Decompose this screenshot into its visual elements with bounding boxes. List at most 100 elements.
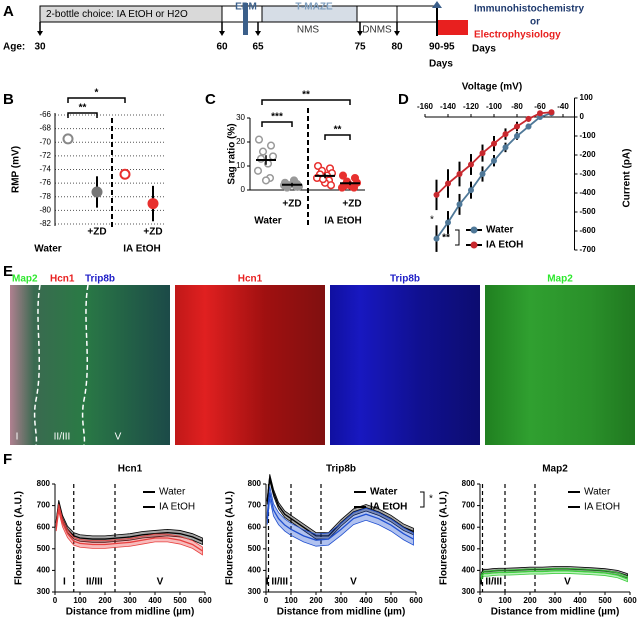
data-point: [445, 180, 451, 187]
data-point: [256, 154, 266, 163]
y-tick-label: -68: [39, 124, 51, 133]
series-line: [480, 568, 628, 577]
data-point: [62, 133, 74, 145]
treatment-label: +ZD: [282, 199, 301, 210]
y-tick-label: 20: [236, 137, 245, 146]
y-tick-label: -200: [580, 150, 597, 159]
chart-title: Trip8b: [326, 464, 356, 475]
chart-title: Map2: [542, 464, 568, 475]
y-tick-label: 600: [248, 522, 262, 531]
legend-label: Water: [584, 487, 611, 498]
merge-label: Map2: [12, 274, 38, 285]
y-axis-label: Flourescence (A.U.): [439, 491, 450, 585]
y-tick-label: 500: [462, 544, 476, 553]
y-axis-label: RMP (mV): [11, 146, 22, 193]
age-tick: 80: [391, 42, 403, 53]
layer-label: II/III: [271, 577, 288, 588]
x-tick-label: -160: [417, 102, 434, 111]
data-point: [258, 147, 268, 156]
data-point: [253, 166, 263, 175]
epm-label: EPM: [235, 2, 257, 13]
x-tick-label: -100: [486, 102, 503, 111]
panel-letter: A: [3, 3, 14, 20]
y-tick-label: -700: [580, 245, 597, 254]
data-point: [502, 131, 509, 138]
layer-label: II/III: [54, 432, 71, 443]
layer-label: II/III: [86, 577, 103, 588]
group-label: Water: [254, 216, 282, 227]
y-axis-label: Flourescence (A.U.): [225, 491, 236, 585]
layer-boundary: [33, 284, 41, 446]
legend-marker: [470, 241, 478, 249]
y-tick-label: 800: [37, 479, 51, 488]
merge-label: Hcn1: [50, 274, 75, 285]
significance-label: **: [302, 90, 310, 101]
dnms-label: DNMS: [362, 25, 392, 36]
data-point: [337, 183, 347, 192]
y-tick-label: -80: [39, 205, 51, 214]
data-point: [537, 110, 543, 117]
arrow-head: [432, 1, 442, 8]
series-line: [480, 570, 628, 580]
y-tick-label: 600: [37, 522, 51, 531]
age-label: Age:: [3, 42, 25, 53]
y-tick-label: 500: [248, 544, 262, 553]
y-tick-label: -72: [39, 151, 51, 160]
y-tick-label: -76: [39, 178, 51, 187]
layer-label: V: [350, 577, 357, 588]
legend-label: Water: [159, 487, 186, 498]
data-point: [91, 186, 103, 198]
layer-label: II/III: [485, 577, 502, 588]
series-line: [55, 507, 203, 552]
trip8b-image: [330, 285, 480, 445]
data-point: [456, 201, 463, 208]
treatment-label: +ZD: [342, 199, 361, 210]
x-axis-label: Distance from midline (µm): [491, 607, 620, 618]
x-tick-label: 300: [334, 596, 348, 605]
y-tick-label: -500: [580, 207, 597, 216]
age-tick: 90-95: [429, 42, 455, 53]
data-point: [491, 157, 497, 164]
layer-label: I: [266, 577, 269, 588]
series-line: [266, 492, 414, 541]
data-point: [502, 144, 509, 151]
error-band: [55, 503, 203, 556]
or-label: or: [530, 17, 540, 28]
x-tick-label: 600: [198, 596, 212, 605]
legend-label: IA EtOH: [370, 502, 407, 513]
significance-label: *: [429, 494, 433, 505]
significance-bracket: [261, 121, 293, 127]
x-axis-label: Voltage (mV): [462, 82, 522, 93]
group-label: IA EtOH: [123, 244, 160, 255]
tmaze-label: T-MAZE: [295, 2, 333, 13]
x-tick-label: -120: [463, 102, 480, 111]
layer-label: I: [16, 432, 19, 443]
y-tick-label: 800: [248, 479, 262, 488]
arrow-head: [219, 31, 225, 36]
data-point: [525, 123, 532, 130]
y-tick-label: 700: [462, 501, 476, 510]
hcn1-image: [175, 285, 325, 445]
data-point: [338, 171, 348, 180]
x-tick-label: 100: [498, 596, 512, 605]
legend-label: IA EtOH: [486, 240, 523, 251]
y-tick-label: -600: [580, 226, 597, 235]
data-point: [456, 171, 463, 177]
data-point: [147, 198, 159, 210]
data-point: [326, 181, 336, 190]
epm-marker: [243, 3, 248, 35]
chart-title: Hcn1: [118, 464, 143, 475]
significance-label: *: [95, 88, 99, 99]
y-tick-label: 400: [462, 566, 476, 575]
x-axis-label: Distance from midline (µm): [277, 607, 406, 618]
significance-bracket: [455, 229, 460, 246]
layer-label: V: [157, 577, 164, 588]
arrow-head: [37, 31, 43, 36]
significance-bracket: [324, 134, 351, 140]
ihc-label: Immunohistochemistry: [474, 4, 584, 15]
data-point: [119, 168, 131, 180]
y-tick-label: -70: [39, 137, 51, 146]
y-tick-label: 400: [248, 566, 262, 575]
image-title: Hcn1: [238, 274, 263, 285]
y-tick-label: 300: [462, 587, 476, 596]
